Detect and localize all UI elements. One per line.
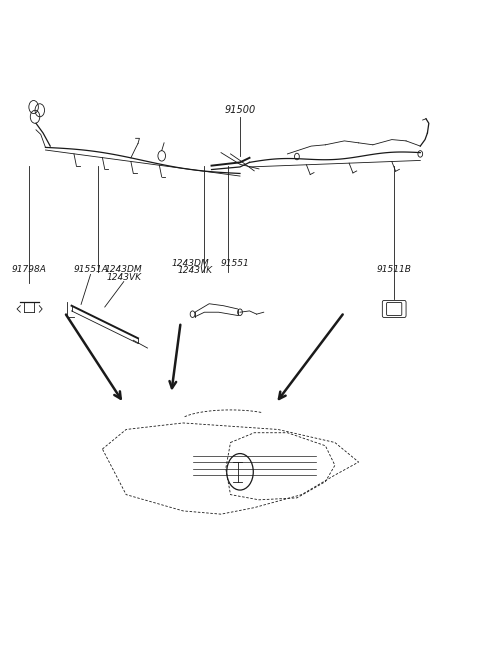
Text: 1243VK: 1243VK bbox=[178, 266, 213, 275]
Text: 1243VK: 1243VK bbox=[106, 273, 141, 282]
Text: 91551: 91551 bbox=[221, 259, 250, 268]
Text: 1243DM: 1243DM bbox=[105, 265, 143, 275]
Text: 91798A: 91798A bbox=[12, 265, 46, 275]
Text: 1243DM: 1243DM bbox=[171, 259, 209, 268]
Text: 91551A: 91551A bbox=[73, 265, 108, 275]
Text: 91500: 91500 bbox=[224, 105, 256, 115]
Text: 91511B: 91511B bbox=[377, 265, 412, 275]
